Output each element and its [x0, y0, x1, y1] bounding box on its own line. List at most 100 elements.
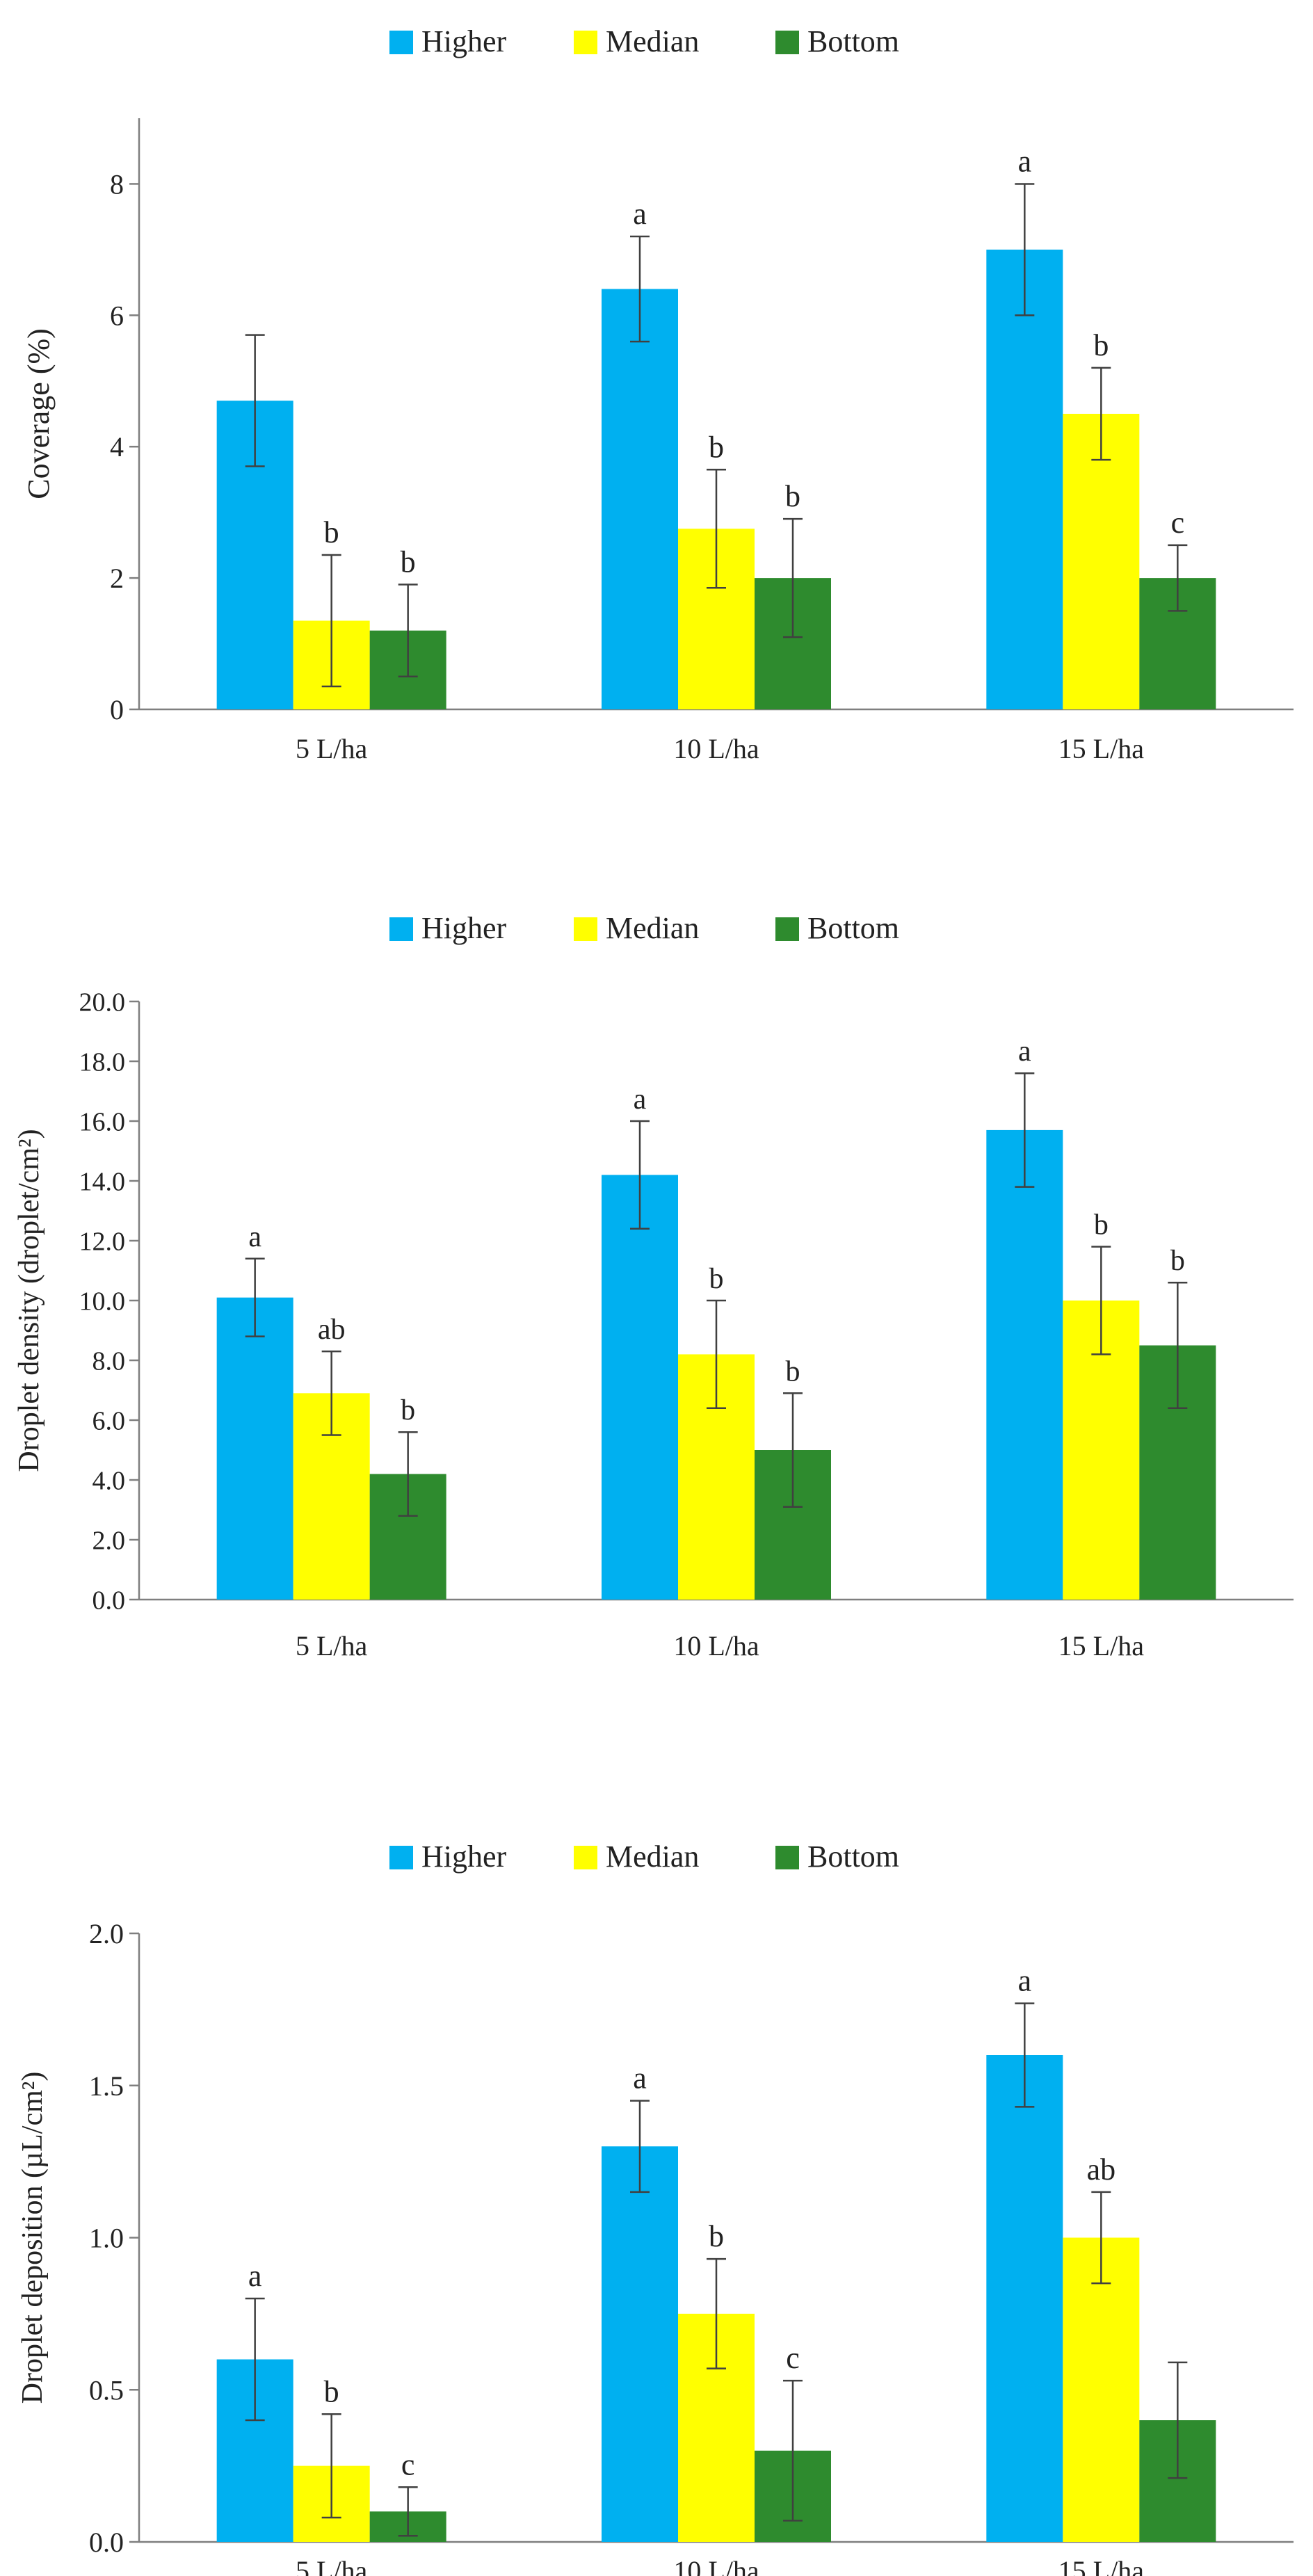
chart-panel-1: Higher Median Bottom 0 2 4 6 8 Coverage (%) 5 L/h…	[22, 24, 1294, 764]
y-tick-label: 6.0	[92, 1406, 126, 1435]
x-category-label: 5 L/ha	[296, 2555, 368, 2576]
significance-letter: b	[401, 545, 416, 579]
legend-label: Higher	[421, 1840, 507, 1874]
significance-letter: ab	[318, 1314, 346, 1346]
bar-median	[1063, 2237, 1140, 2542]
legend-item-bottom: Bottom	[775, 24, 899, 58]
legend-item-median: Median	[574, 24, 699, 58]
legend: Higher Median Bottom	[389, 24, 899, 58]
y-tick-label: 18.0	[79, 1047, 126, 1077]
significance-letter: ab	[1087, 2152, 1116, 2187]
significance-letter: b	[709, 1263, 724, 1295]
significance-letter: c	[1171, 506, 1185, 540]
x-category-label: 15 L/ha	[1058, 1630, 1145, 1661]
legend-swatch-bottom	[775, 1846, 799, 1869]
legend-swatch-median	[574, 31, 597, 54]
significance-letter: b	[1094, 1209, 1109, 1241]
legend-label: Median	[606, 1840, 699, 1874]
legend: Higher Median Bottom	[389, 1840, 899, 1874]
x-category-label: 5 L/ha	[296, 1630, 368, 1661]
y-axis-title: Droplet deposition (µL/cm²)	[17, 2072, 49, 2404]
bar-higher	[216, 1297, 293, 1600]
legend-label: Bottom	[807, 24, 899, 58]
legend-swatch-higher	[389, 1846, 413, 1869]
legend-label: Bottom	[807, 911, 899, 945]
category-group: 10 L/ha a b b	[602, 1084, 831, 1661]
y-tick-label: 8	[110, 168, 124, 200]
category-group: 15 L/ha a b c	[986, 144, 1216, 764]
y-tick-label: 0	[110, 694, 124, 725]
x-category-label: 10 L/ha	[673, 1630, 759, 1661]
significance-letter: b	[1093, 328, 1109, 362]
y-tick-label: 0.0	[89, 2527, 124, 2558]
significance-letter: a	[1018, 144, 1032, 178]
significance-letter: a	[633, 197, 647, 231]
significance-letter: a	[1018, 1964, 1032, 1998]
y-tick-label: 2.0	[92, 1526, 126, 1555]
x-category-label: 10 L/ha	[673, 2555, 759, 2576]
legend-swatch-bottom	[775, 31, 799, 54]
significance-letter: a	[248, 2259, 262, 2293]
y-tick-label: 2	[110, 563, 124, 594]
legend: Higher Median Bottom	[389, 911, 899, 945]
legend-item-higher: Higher	[389, 911, 507, 945]
legend-label: Bottom	[807, 1840, 899, 1874]
significance-letter: b	[1170, 1245, 1185, 1277]
legend-item-median: Median	[574, 911, 699, 945]
bar-higher	[602, 2146, 678, 2542]
legend-swatch-higher	[389, 917, 413, 941]
significance-letter: c	[786, 2341, 800, 2375]
chart-panel-2: Higher Median Bottom 0.0 2.0 4.0 6.0 8.0 10.0 12.…	[13, 911, 1294, 1661]
bar-higher	[986, 2055, 1063, 2542]
legend-item-bottom: Bottom	[775, 1840, 899, 1874]
y-tick-label: 6	[110, 300, 124, 331]
significance-letter: b	[401, 1394, 415, 1426]
category-group: 15 L/ha a ab	[986, 1964, 1216, 2576]
category-group: 10 L/ha a b c	[602, 2061, 831, 2576]
bar-higher	[986, 249, 1063, 709]
bar-median	[1063, 414, 1140, 709]
x-category-label: 15 L/ha	[1058, 2555, 1145, 2576]
legend-label: Median	[606, 911, 699, 945]
y-tick-label: 1.5	[89, 2070, 124, 2102]
legend-swatch-higher	[389, 31, 413, 54]
significance-letter: a	[633, 2061, 647, 2095]
bar-higher	[986, 1129, 1063, 1600]
significance-letter: b	[709, 2219, 724, 2253]
y-axis-title: Droplet density (droplet/cm²)	[13, 1129, 45, 1472]
legend-label: Higher	[421, 911, 507, 945]
legend-swatch-bottom	[775, 917, 799, 941]
legend-label: Higher	[421, 24, 507, 58]
y-tick-label: 16.0	[79, 1107, 126, 1136]
y-tick-label: 20.0	[79, 988, 126, 1017]
significance-letter: b	[786, 1355, 800, 1387]
significance-letter: c	[401, 2447, 415, 2481]
y-tick-label: 0.5	[89, 2374, 124, 2406]
y-tick-label: 10.0	[79, 1287, 126, 1316]
bar-higher	[602, 289, 678, 709]
legend-item-higher: Higher	[389, 24, 507, 58]
significance-letter: a	[248, 1221, 261, 1253]
legend-item-higher: Higher	[389, 1840, 507, 1874]
category-group: 5 L/ha a b c	[216, 2259, 446, 2576]
x-category-label: 5 L/ha	[296, 733, 368, 764]
chart-panel-3: Higher Median Bottom 0.0 0.5 1.0 1.5 2.0 Droplet…	[17, 1840, 1294, 2576]
significance-letter: a	[634, 1084, 647, 1116]
legend-swatch-median	[574, 1846, 597, 1869]
significance-letter: b	[709, 430, 724, 464]
y-tick-label: 2.0	[89, 1918, 124, 1949]
y-tick-label: 4	[110, 431, 124, 462]
y-tick-label: 1.0	[89, 2223, 124, 2254]
category-group: 5 L/ha a ab b	[216, 1221, 446, 1661]
legend-item-median: Median	[574, 1840, 699, 1874]
y-tick-label: 0.0	[92, 1586, 126, 1615]
y-tick-label: 4.0	[92, 1466, 126, 1495]
y-tick-label: 14.0	[79, 1167, 126, 1196]
significance-letter: b	[324, 515, 339, 549]
significance-letter: a	[1018, 1036, 1031, 1068]
y-tick-label: 8.0	[92, 1346, 126, 1376]
legend-swatch-median	[574, 917, 597, 941]
significance-letter: b	[324, 2374, 339, 2408]
legend-item-bottom: Bottom	[775, 911, 899, 945]
